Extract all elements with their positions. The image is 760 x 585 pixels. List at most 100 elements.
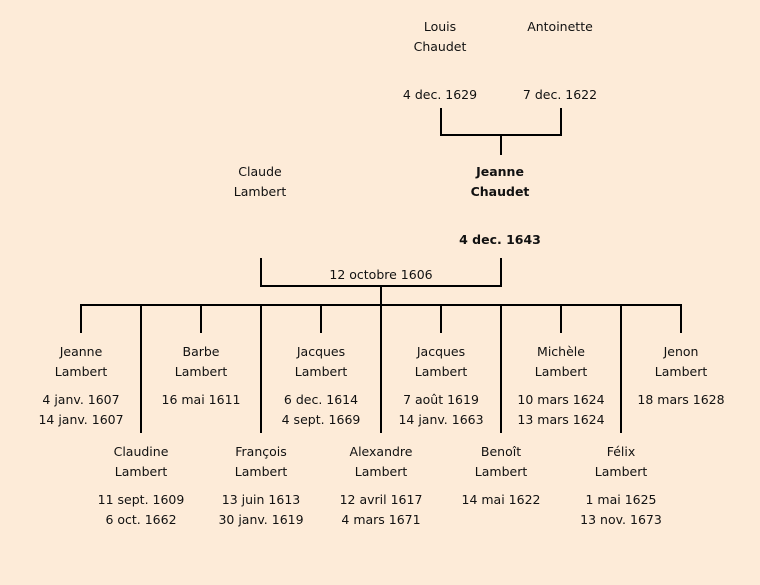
connector-line <box>80 305 82 333</box>
person-last-name: Lambert <box>594 464 648 479</box>
person-first-name: Félix <box>606 444 636 459</box>
death-date: 14 janv. 1607 <box>38 412 124 427</box>
birth-date: 6 dec. 1614 <box>283 392 359 407</box>
birth-date: 13 juin 1613 <box>221 492 301 507</box>
person-box: Jeanne Chaudet 4 dec. 1643 <box>435 162 565 250</box>
birth-date: 12 avril 1617 <box>339 492 423 507</box>
person-box: Claudine Lambert 11 sept. 1609 6 oct. 1662 <box>76 442 206 530</box>
person-first-name: François <box>235 444 287 459</box>
death-date: 4 sept. 1669 <box>281 412 361 427</box>
death-date: 14 janv. 1663 <box>398 412 484 427</box>
person-first-name: Alexandre <box>349 444 413 459</box>
connector-line <box>440 108 442 136</box>
connector-line <box>620 305 622 433</box>
person-last-name: Lambert <box>654 364 708 379</box>
person-box: Claude Lambert <box>195 162 325 230</box>
person-last-name: Lambert <box>474 464 528 479</box>
person-first-name: Claude <box>238 164 282 179</box>
connector-line <box>560 108 562 136</box>
person-dates: 12 avril 1617 4 mars 1671 <box>316 490 446 530</box>
connector-line <box>140 305 142 433</box>
connector-line <box>320 305 322 333</box>
birth-date: 10 mars 1624 <box>517 392 605 407</box>
birth-date: 18 mars 1628 <box>637 392 725 407</box>
person-dates: 16 mai 1611 <box>136 390 266 410</box>
connector-line <box>440 305 442 333</box>
person-first-name: Jacques <box>416 344 466 359</box>
person-first-name: Jenon <box>663 344 699 359</box>
person-first-name: Benoît <box>480 444 522 459</box>
person-dates: 4 dec. 1629 <box>375 85 505 105</box>
person-box: Jacques Lambert 6 dec. 1614 4 sept. 1669 <box>256 342 386 430</box>
person-last-name: Lambert <box>294 364 348 379</box>
person-first-name: Jeanne <box>59 344 103 359</box>
birth-date: 11 sept. 1609 <box>97 492 185 507</box>
person-dates: 4 dec. 1643 <box>435 230 565 250</box>
connector-line <box>200 305 202 333</box>
connector-line <box>500 258 502 287</box>
connector-line <box>380 286 382 306</box>
person-first-name: Jeanne <box>476 164 524 179</box>
person-box: Jenon Lambert 18 mars 1628 <box>616 342 746 410</box>
person-first-name: Michèle <box>537 344 585 359</box>
person-last-name: Lambert <box>233 184 287 199</box>
person-box: Antoinette 7 dec. 1622 <box>495 17 625 105</box>
person-last-name: Lambert <box>414 364 468 379</box>
person-last-name: Lambert <box>54 364 108 379</box>
connector-line <box>380 305 382 433</box>
person-last-name: Lambert <box>354 464 408 479</box>
death-date: 30 janv. 1619 <box>218 512 304 527</box>
connector-line <box>260 305 262 433</box>
birth-date: 14 mai 1622 <box>461 492 541 507</box>
connector-line <box>500 305 502 433</box>
person-first-name: Antoinette <box>527 19 593 34</box>
marriage-date: 12 octobre 1606 <box>329 267 433 282</box>
birth-date: 7 août 1619 <box>403 392 479 407</box>
birth-date: 7 dec. 1622 <box>522 87 598 102</box>
birth-date: 4 janv. 1607 <box>42 392 120 407</box>
person-box: Alexandre Lambert 12 avril 1617 4 mars 1671 <box>316 442 446 530</box>
person-dates: 7 août 1619 14 janv. 1663 <box>376 390 506 430</box>
connector-line <box>680 305 682 333</box>
person-dates: 18 mars 1628 <box>616 390 746 410</box>
person-first-name: Claudine <box>113 444 169 459</box>
person-last-name: Lambert <box>534 364 588 379</box>
person-dates: 1 mai 1625 13 nov. 1673 <box>556 490 686 530</box>
person-dates: 6 dec. 1614 4 sept. 1669 <box>256 390 386 430</box>
person-box: Michèle Lambert 10 mars 1624 13 mars 1624 <box>496 342 626 430</box>
person-dates: 4 janv. 1607 14 janv. 1607 <box>16 390 146 430</box>
birth-date: 4 dec. 1629 <box>402 87 478 102</box>
birth-date: 1 mai 1625 <box>585 492 657 507</box>
person-box: François Lambert 13 juin 1613 30 janv. 1619 <box>196 442 326 530</box>
connector-line <box>560 305 562 333</box>
death-date: 4 mars 1671 <box>341 512 421 527</box>
person-last-name: Lambert <box>234 464 288 479</box>
death-date: 13 nov. 1673 <box>580 512 662 527</box>
person-box: Louis Chaudet 4 dec. 1629 <box>375 17 505 105</box>
birth-date: 16 mai 1611 <box>161 392 241 407</box>
person-last-name <box>495 37 625 57</box>
death-date: 13 mars 1624 <box>517 412 605 427</box>
person-box: Jacques Lambert 7 août 1619 14 janv. 1663 <box>376 342 506 430</box>
person-last-name: Lambert <box>174 364 228 379</box>
person-dates: 13 juin 1613 30 janv. 1619 <box>196 490 326 530</box>
birth-date: 4 dec. 1643 <box>459 232 541 247</box>
person-box: Jeanne Lambert 4 janv. 1607 14 janv. 1607 <box>16 342 146 430</box>
person-first-name: Jacques <box>296 344 346 359</box>
person-last-name: Chaudet <box>413 39 467 54</box>
person-dates: 11 sept. 1609 6 oct. 1662 <box>76 490 206 530</box>
connector-line <box>260 258 262 287</box>
person-box: Benoît Lambert 14 mai 1622 <box>436 442 566 510</box>
person-last-name: Lambert <box>114 464 168 479</box>
person-box: Félix Lambert 1 mai 1625 13 nov. 1673 <box>556 442 686 530</box>
death-date: 6 oct. 1662 <box>105 512 177 527</box>
person-box: Barbe Lambert 16 mai 1611 <box>136 342 266 410</box>
person-dates: 10 mars 1624 13 mars 1624 <box>496 390 626 430</box>
person-dates: 7 dec. 1622 <box>495 85 625 105</box>
person-dates: 14 mai 1622 <box>436 490 566 510</box>
connector-line <box>500 135 502 155</box>
person-first-name: Louis <box>423 19 457 34</box>
person-last-name: Chaudet <box>470 184 530 199</box>
person-first-name: Barbe <box>182 344 220 359</box>
